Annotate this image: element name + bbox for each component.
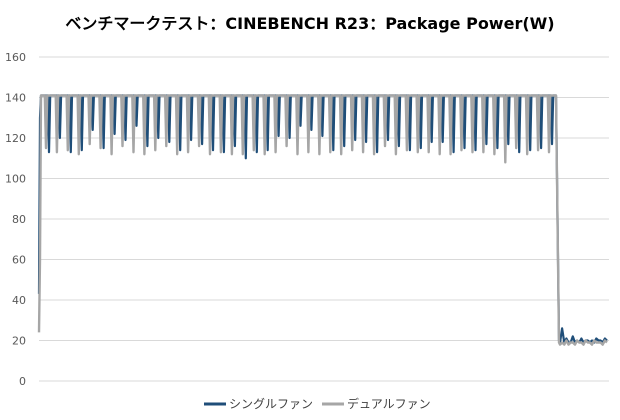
series-lines [37, 94, 608, 346]
y-tick-label-60: 60 [12, 254, 26, 267]
y-tick-label-20: 20 [12, 335, 26, 348]
y-tick-label-140: 140 [5, 92, 26, 105]
series-line-dual-fan [37, 94, 608, 346]
legend-label-dual-fan: デュアルファン [347, 396, 431, 411]
legend-item-single-fan: シングルファン [204, 397, 313, 411]
y-axis-tick-labels: 0 20 40 60 80 100 120 140 160 [5, 51, 26, 388]
y-tick-label-40: 40 [12, 294, 26, 307]
y-tick-label-80: 80 [12, 213, 26, 226]
y-tick-label-120: 120 [5, 132, 26, 145]
legend-item-dual-fan: デュアルファン [322, 396, 431, 411]
y-tick-label-160: 160 [5, 51, 26, 64]
legend-label-single-fan: シングルファン [229, 397, 313, 411]
y-tick-label-100: 100 [5, 173, 26, 186]
y-tick-label-0: 0 [19, 375, 26, 388]
chart-title: ベンチマークテスト：CINEBENCH R23：Package Power(W) [65, 14, 554, 33]
legend: シングルファン デュアルファン [204, 396, 431, 411]
